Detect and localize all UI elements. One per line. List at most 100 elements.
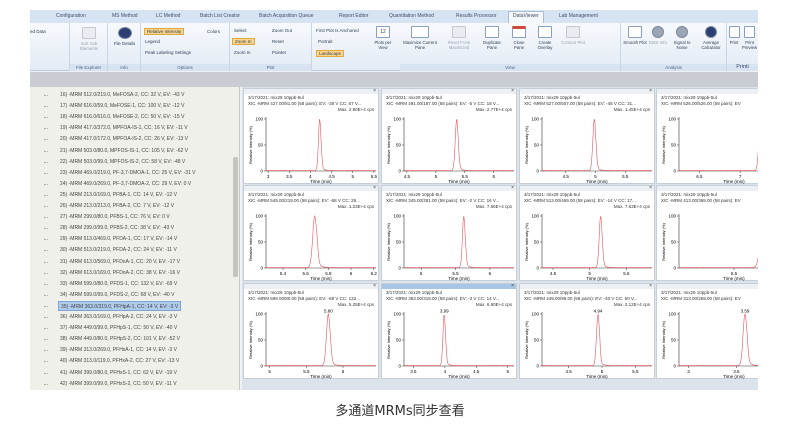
tab-batch-list-creator[interactable]: Batch List Creator	[200, 13, 241, 19]
signal-to-noise-button[interactable]: Signal to Noise	[669, 26, 695, 50]
chart-pane[interactable]: × 3/17/2021: mix29 10ppb-5ul XIC -MRM 52…	[519, 88, 655, 184]
mrm-list-item[interactable]: 37) -MRM 449.0/99.0, PFHpS-1, CC: 50 V, …	[60, 325, 178, 332]
list-scrollbar[interactable]	[233, 157, 238, 277]
landscape-option[interactable]: Landscape	[316, 50, 345, 57]
tab-lab-management[interactable]: Lab Management	[559, 13, 598, 19]
mrm-list-item[interactable]: 30) -MRM 513.0/219.0, PFDA-2, CC: 24 V, …	[60, 247, 177, 254]
mrm-list-item[interactable]: 35) -MRM 363.0/319.0, PFHpA-1, CC: 14 V,…	[58, 300, 182, 311]
mrm-list-item[interactable]: 17) -MRM 616.0/59.0, MeFOSE-1, CC: 100 V…	[60, 103, 185, 110]
reset-from-maximized-button[interactable]: Reset From Maximized	[442, 26, 476, 50]
tab-batch-acquisition-queue[interactable]: Batch Acquisition Queue	[259, 13, 314, 19]
mrm-list-item[interactable]: 24) -MRM 469.0/269.0, PF-3,7-DMOA-2, CC:…	[60, 180, 192, 187]
contour-plot-button[interactable]: Contour Plot	[560, 26, 586, 45]
mrm-list-item[interactable]: 38) -MRM 449.0/80.0, PFHpS-2, CC: 101 V,…	[60, 336, 180, 343]
data-button[interactable]: ed Data	[30, 29, 46, 34]
smooth-plot-button[interactable]: Smooth Plot	[623, 26, 647, 45]
close-icon[interactable]: ×	[649, 185, 652, 191]
maximize-pane-button[interactable]: Maximize Current Pane	[400, 26, 440, 50]
average-calculator-button[interactable]: Average Calculator	[696, 26, 726, 50]
x-tick-label: 4.5	[550, 271, 557, 276]
pointer-tool[interactable]: Pointer	[272, 50, 287, 55]
mrm-list-item[interactable]: 20) -MRM 417.0/172.0, MPFOA-IS-2, CC: 26…	[60, 136, 189, 143]
print-preview-button[interactable]: Print Preview	[741, 26, 758, 50]
close-icon[interactable]: ×	[511, 185, 514, 191]
tab-dataviewer[interactable]: DataViewer	[508, 11, 544, 23]
chart-pane[interactable]: × 3/17/2021: mix29 10ppb-5ul XIC -MRM 34…	[381, 185, 517, 281]
zoom-in-tool[interactable]: Zoom In	[232, 38, 255, 45]
file-details-button[interactable]: File Details	[111, 27, 138, 46]
plots-per-view-dropdown[interactable]: 12 Plots per View	[370, 26, 396, 50]
mrm-list-item[interactable]: 39) -MRM 313.0/269.0, PFHxA-1, CC: 14 V,…	[60, 347, 177, 354]
chart-pane[interactable]: × 3/17/2021: mix29 10ppb-5ul XIC -MRM 36…	[381, 283, 517, 379]
tab-configuration[interactable]: Configuration	[56, 13, 86, 19]
tree-connector	[44, 339, 48, 341]
duplicate-pane-button[interactable]: Duplicate Pane	[478, 26, 506, 50]
tab-ms-method[interactable]: MS Method	[112, 13, 138, 19]
mrm-list-item[interactable]: 40) -MRM 313.0/119.0, PFHxA-2, CC: 27 V,…	[60, 358, 180, 365]
chromatogram: 0 50 100 3.5 4 4.5 5 Time (min) Relative Intensi…	[386, 309, 515, 379]
tree-connector	[44, 161, 48, 163]
portrait-option[interactable]: Portrait	[318, 39, 333, 44]
y-axis-label: Relative Intensity (%)	[386, 222, 391, 260]
chart-pane[interactable]: × 3/17/2021: mix29 10ppb-5ul XIC -MRM 42…	[243, 88, 379, 184]
ems-info-button[interactable]: EMS Info	[648, 26, 668, 45]
mrm-list-item[interactable]: 31) -MRM 613.0/569.0, PFDoA-1, CC: 20 V,…	[60, 258, 180, 265]
chart-pane[interactable]: × 3/17/2021: mix29 10ppb-5ul XIC -MRM 54…	[243, 185, 379, 281]
close-icon[interactable]: ×	[649, 88, 652, 94]
close-icon[interactable]: ×	[649, 283, 652, 289]
y-axis-label: Relative Intensity (%)	[661, 125, 666, 163]
zoom-in-button[interactable]: Zoom In	[234, 50, 251, 55]
relative-intensity-toggle[interactable]: Relative Intensity	[144, 28, 185, 35]
mrm-list-item[interactable]: 27) -MRM 299.0/80.0, PFBS-1, CC: 76 V, E…	[60, 214, 170, 221]
mrm-list-item[interactable]: 22) -MRM 503.0/99.0, MPFOS-IS-2, CC: 58 …	[60, 158, 186, 165]
tab-lc-method[interactable]: LC Method	[156, 13, 181, 19]
mrm-list-item[interactable]: 29) -MRM 513.0/469.0, PFDA-1, CC: 17 V, …	[60, 236, 178, 243]
chart-pane[interactable]: × 3/17/2021: mix29 10ppb-5ul XIC -MRM 51…	[519, 185, 655, 281]
chart-pane[interactable]: × 3/17/2021: mix29 10ppb-5ul XIC -MRM 31…	[656, 283, 758, 379]
mrm-list-item[interactable]: 18) -MRM 616.0/616.0, MeFOSE-2, CC: 50 V…	[60, 114, 185, 121]
close-pane-button[interactable]: Close Pane	[508, 26, 530, 50]
chart-pane[interactable]: × 3/17/2021: mix29 10ppb-5ul XIC -MRM 59…	[243, 283, 379, 379]
tab-report-editor[interactable]: Report Editor	[339, 13, 369, 19]
mrm-list-item[interactable]: 33) -MRM 599.0/80.0, PFDS-1, CC: 132 V, …	[60, 280, 178, 287]
close-icon[interactable]: ×	[373, 283, 376, 289]
colors-button[interactable]: Colors	[207, 29, 221, 34]
sort-sub-elements-button[interactable]: Sort Sub Elements	[74, 27, 104, 51]
zoom-out-button[interactable]: Zoom Out	[272, 28, 293, 33]
peak-labeling-settings-button[interactable]: Peak Labeling Settings	[145, 50, 192, 55]
close-icon[interactable]: ×	[373, 185, 376, 191]
mrm-list-item[interactable]: 23) -MRM 469.0/219.0, PF-3,7-DMOA-1, CC:…	[60, 169, 196, 176]
close-icon[interactable]: ×	[373, 88, 376, 94]
mrm-list-item[interactable]: 25) -MRM 213.0/169.0, PFBA-1, CC: 14 V, …	[60, 191, 177, 198]
tab-results-processor[interactable]: Results Processor	[456, 13, 497, 19]
x-tick-label: 3.5	[410, 369, 417, 374]
mrm-list-item[interactable]: 41) -MRM 399.0/80.0, PFHxS-1, CC: 62 V, …	[60, 369, 177, 376]
close-icon[interactable]: ×	[511, 283, 514, 289]
chart-pane[interactable]: × 3/17/2021: mix29 10ppb-5ul XIC -MRM 44…	[519, 283, 655, 379]
mrm-list-item[interactable]: 26) -MRM 213.0/213.0, PFBA-2, CC: 7 V, E…	[60, 203, 175, 209]
tab-quantitation-method[interactable]: Quantitation Method	[389, 13, 435, 19]
mrm-list-item[interactable]: 19) -MRM 417.0/372.0, MPFOA-IS-1, CC: 16…	[60, 125, 188, 132]
x-tick-label: 5	[594, 174, 597, 179]
first-plot-anchored-toggle[interactable]: First Plot Is Anchored	[316, 28, 359, 33]
chromatogram-trace	[403, 119, 515, 172]
chart-pane[interactable]: × 3/17/2021: mix29 10ppb-5ul XIC -MRM 52…	[656, 88, 758, 184]
close-icon[interactable]: ×	[511, 88, 514, 94]
print-button[interactable]: Print	[727, 26, 741, 45]
x-tick-label: 3	[267, 174, 270, 179]
mrm-list-item[interactable]: 34) -MRM 599.0/99.0, PFDS-2, CC: 68 V, E…	[60, 291, 175, 298]
mrm-list-item[interactable]: 32) -MRM 613.0/169.0, PFDoA-2, CC: 38 V,…	[60, 269, 180, 276]
mrm-list-item[interactable]: 42) -MRM 399.0/99.0, PFHxS-2, CC: 50 V, …	[60, 380, 177, 387]
mrm-list-item[interactable]: 16) -MRM 512.0/219.0, MeFOSA-2, CC: 32 V…	[60, 92, 185, 98]
select-tool[interactable]: Select	[234, 28, 247, 33]
chart-pane[interactable]: × 3/17/2021: mix29 10ppb-5ul XIC -MRM 41…	[656, 185, 758, 281]
mrm-list-item[interactable]: 36) -MRM 363.0/169.0, PFHpA-2, CC: 24 V,…	[60, 314, 178, 320]
x-tick-label: 3.5	[286, 174, 293, 179]
mrm-list-item[interactable]: 21) -MRM 503.0/80.0, MPFOS-IS-1, CC: 105…	[60, 147, 189, 154]
reset-button[interactable]: Reset	[272, 39, 284, 44]
legend-toggle[interactable]: Legend	[145, 39, 161, 44]
chart-pane[interactable]: × 3/17/2021: mix29 10ppb-5ul XIC -MRM 49…	[381, 88, 517, 184]
mrm-list-item[interactable]: 28) -MRM 299.0/99.0, PFBS-2, CC: 38 V, E…	[60, 225, 175, 232]
x-tick-label: 3	[687, 369, 690, 374]
create-overlay-button[interactable]: Create Overlay	[532, 26, 558, 50]
